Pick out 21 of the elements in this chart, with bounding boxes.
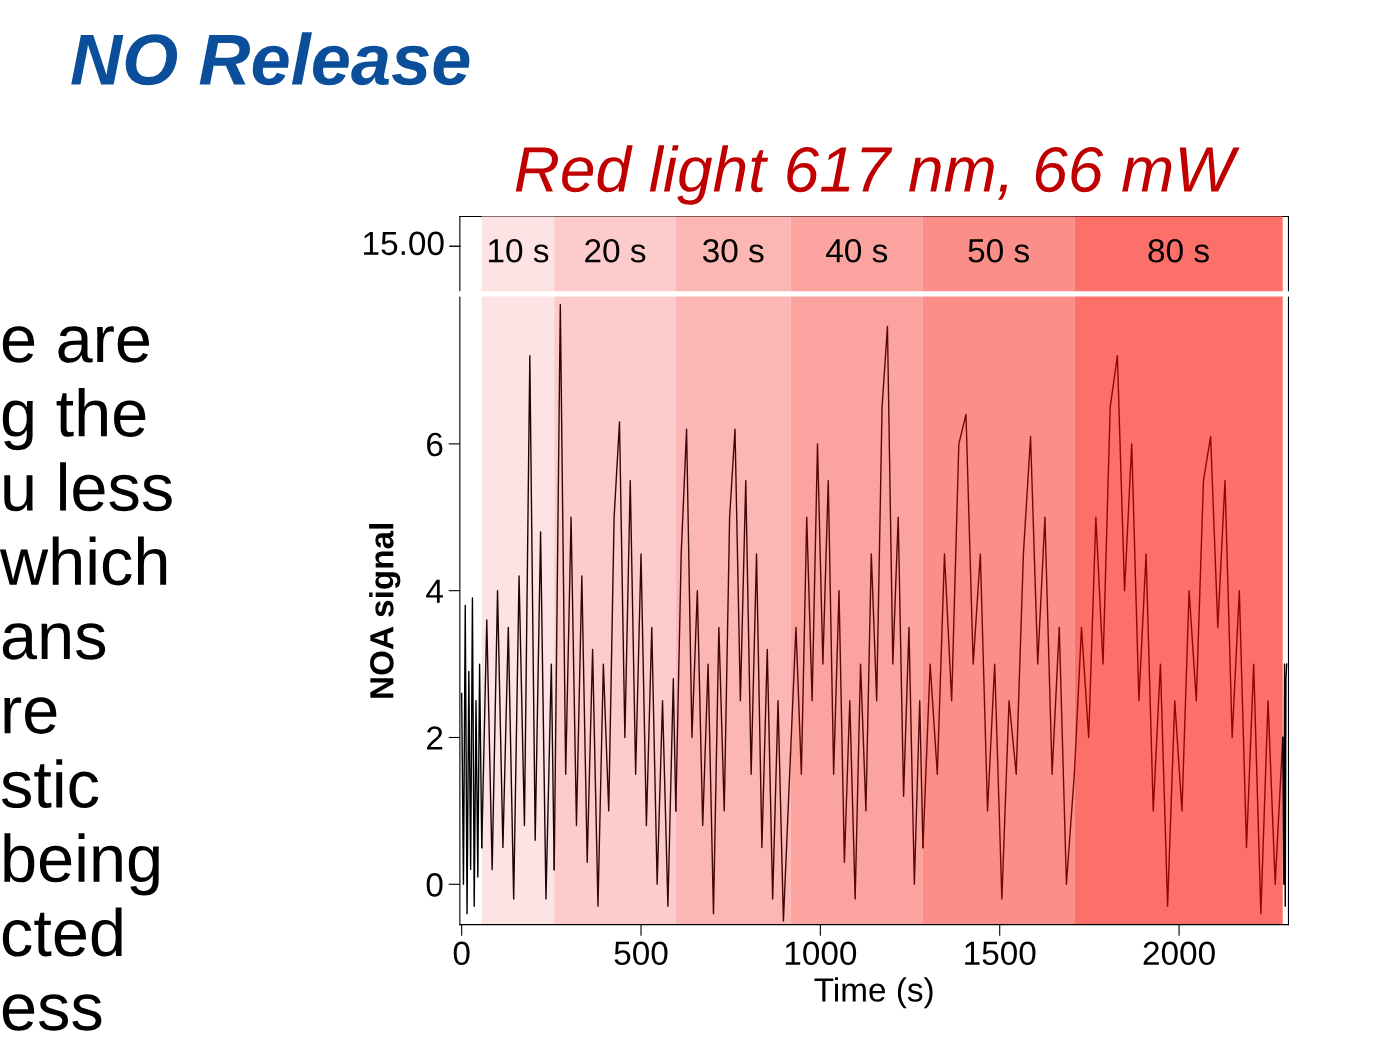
- x-tick-label: 2000: [1143, 941, 1215, 966]
- x-tick-label: 1000: [785, 941, 857, 966]
- band-label: 50 s: [968, 239, 1029, 263]
- band-label: 40 s: [826, 239, 888, 263]
- y-tick-label: 6: [427, 432, 443, 457]
- band-label: 30 s: [702, 239, 764, 263]
- band-label: 20 s: [585, 239, 646, 263]
- chart-title: Red light 617 nm, 66 mW: [515, 145, 1240, 205]
- text: NO Release: [71, 32, 470, 86]
- text: e are g the u less which ans re stic being cted ess: [0, 326, 172, 1031]
- x-tick-label: 1500: [965, 941, 1036, 966]
- text: 15.00: [364, 231, 444, 256]
- y-tick-label: 4: [426, 579, 443, 603]
- y-tick-label: 0: [426, 873, 443, 897]
- y-axis-title: NOA signal: [369, 524, 401, 698]
- x-tick-label: 500: [614, 941, 668, 966]
- band-label: 10 s: [489, 239, 549, 263]
- y-tick-label: 2: [427, 726, 443, 750]
- x-axis-title: Time (s): [814, 977, 933, 1009]
- band-label: 80 s: [1148, 239, 1209, 263]
- x-tick-label: 0: [453, 941, 470, 966]
